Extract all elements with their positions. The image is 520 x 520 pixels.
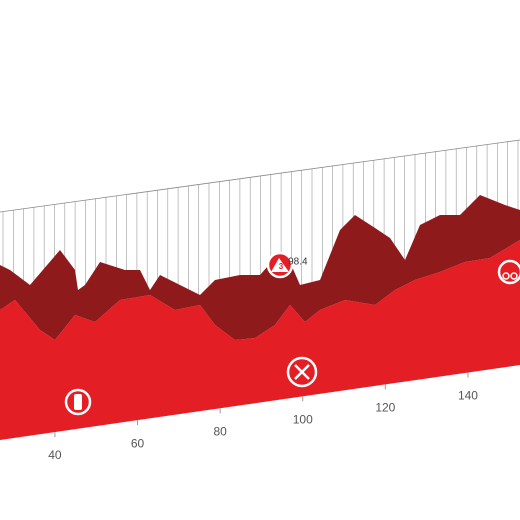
x-tick-label: 60 [131, 436, 145, 450]
x-tick-label: 80 [213, 424, 227, 438]
climb-icon: 3 [266, 251, 294, 279]
x-tick-label: 140 [458, 389, 478, 403]
summit-label: 98.4 [288, 257, 308, 268]
feed-icon [64, 388, 92, 416]
top-line [0, 139, 520, 213]
x-tick-label: 100 [293, 413, 313, 427]
profile-top [0, 195, 520, 340]
profile-front [0, 240, 520, 440]
sprint-icon [497, 259, 520, 285]
climb-category: 3 [279, 262, 284, 271]
food-icon [286, 356, 318, 388]
x-tick-label: 40 [48, 448, 62, 462]
x-tick-label: 120 [375, 401, 395, 415]
